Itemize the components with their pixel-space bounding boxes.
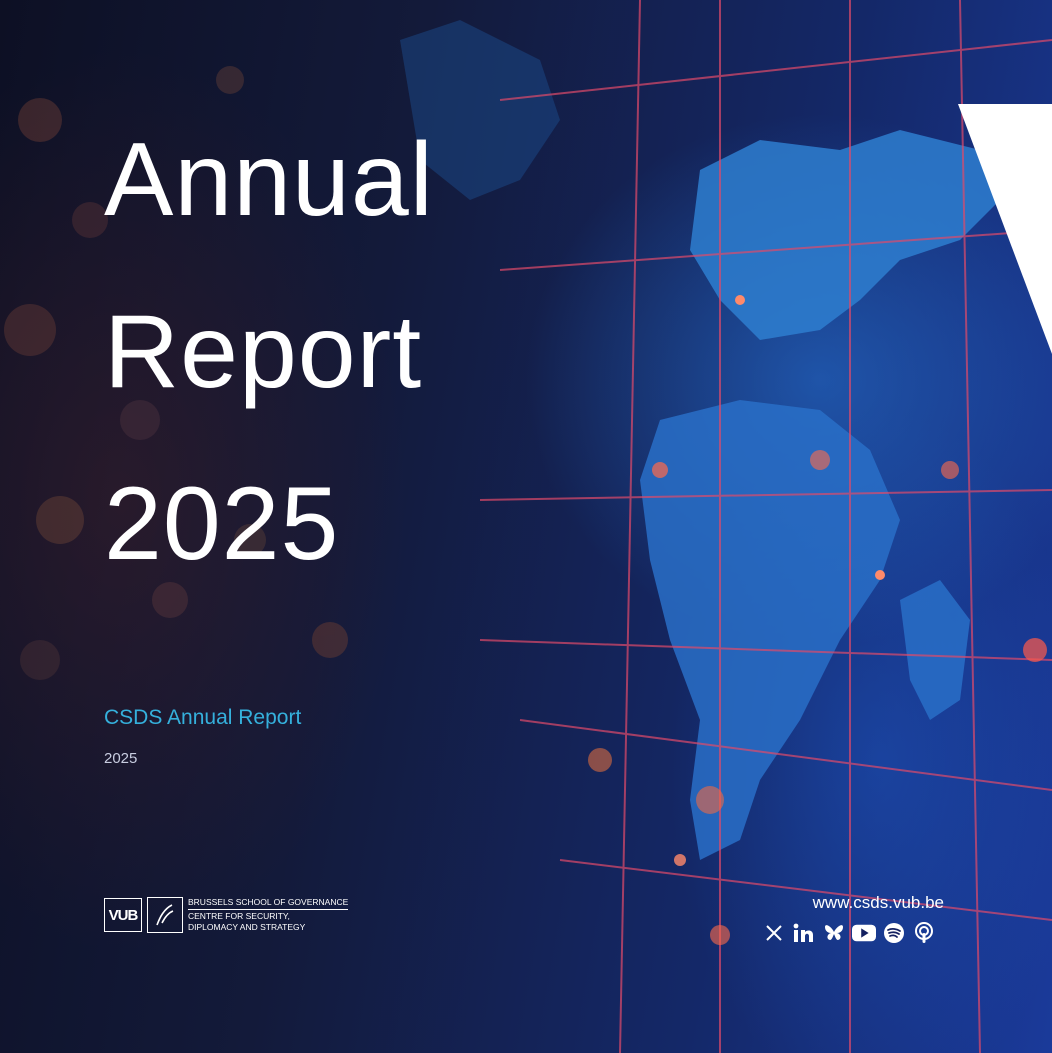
spotify-icon[interactable]: [882, 920, 906, 946]
logo-line-3: DIPLOMACY AND STRATEGY: [188, 922, 306, 932]
emblem-icon: [147, 897, 183, 933]
subtitle: CSDS Annual Report: [104, 706, 302, 729]
logo-line-1: BRUSSELS SCHOOL OF GOVERNANCE: [188, 897, 349, 910]
website-url[interactable]: www.csds.vub.be: [812, 893, 944, 912]
white-wedge-shape: [958, 104, 1052, 354]
report-year: 2025: [104, 750, 138, 767]
glow-nodes: [588, 295, 1047, 945]
title-line-2: Report: [104, 294, 423, 410]
logo-line-2: CENTRE FOR SECURITY,: [188, 911, 290, 921]
title-line-1: Annual: [104, 122, 434, 238]
csds-logo[interactable]: VUB BRUSSELS SCHOOL OF GOVERNANCE CENTRE…: [104, 897, 349, 933]
linkedin-icon[interactable]: [792, 920, 816, 946]
bokeh-lights: [4, 66, 348, 680]
youtube-icon[interactable]: [852, 920, 876, 946]
x-icon[interactable]: [762, 920, 786, 946]
logo-text: BRUSSELS SCHOOL OF GOVERNANCE CENTRE FOR…: [188, 897, 349, 933]
social-links: [762, 920, 936, 946]
world-map: [400, 20, 1000, 860]
title-line-3: 2025: [104, 466, 340, 582]
grid-lines: [479, 0, 1052, 1053]
vub-logo-mark: VUB: [104, 898, 142, 932]
podcast-icon[interactable]: [912, 920, 936, 946]
bluesky-icon[interactable]: [822, 920, 846, 946]
